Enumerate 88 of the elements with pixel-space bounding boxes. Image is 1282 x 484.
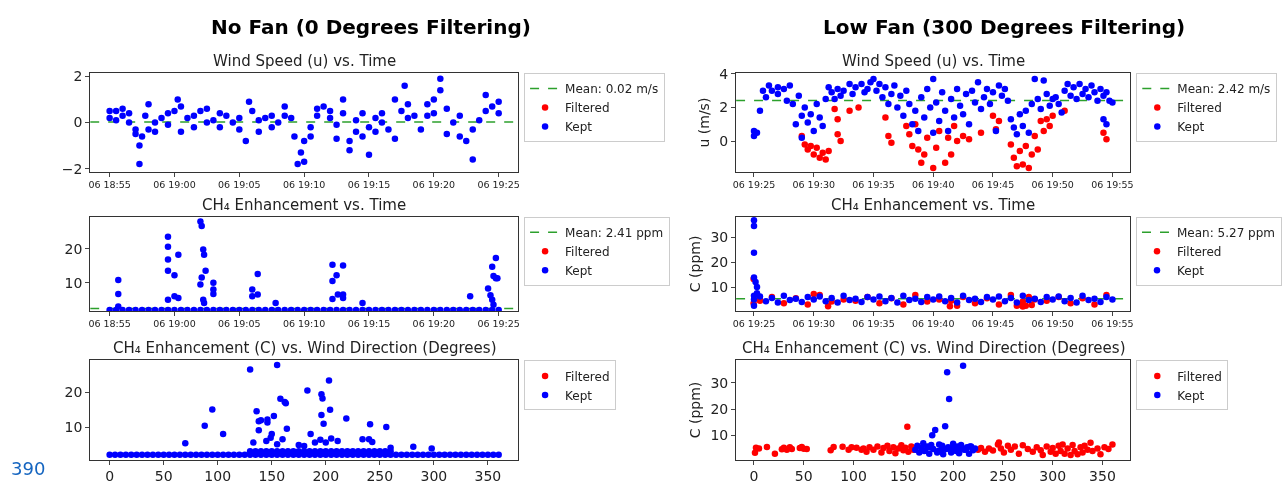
x-tick-label: 06 19:25 <box>477 179 520 191</box>
x-tick-label: 06 19:55 <box>1091 318 1134 330</box>
x-tick-label: 200 <box>939 468 967 484</box>
legend-label: Kept <box>565 263 593 278</box>
x-tick-label: 06 19:00 <box>153 318 196 330</box>
x-tick-label: 50 <box>794 468 813 484</box>
y-tick-label: 10 <box>64 418 83 435</box>
x-tick-label: 350 <box>474 468 502 484</box>
x-tick-label: 300 <box>420 468 448 484</box>
legend-label: Mean: 0.02 m/s <box>565 82 659 97</box>
legend-label: Mean: 2.41 ppm <box>565 225 664 240</box>
text: Low Fan (300 Degrees Filtering) <box>823 15 1186 39</box>
x-tick-label: 250 <box>989 468 1017 484</box>
x-tick-label: 06 19:25 <box>477 318 520 330</box>
y-tick-label: 20 <box>64 384 83 401</box>
x-tick-label: 0 <box>105 468 115 484</box>
legend-label: Mean: 2.42 m/s <box>1177 82 1271 97</box>
y-tick-label: 20 <box>710 254 729 270</box>
y-tick-label: −2 <box>61 160 83 177</box>
legend-label: Filtered <box>565 244 610 259</box>
x-tick-label: 0 <box>749 468 759 484</box>
x-tick-label: 06 19:30 <box>792 179 835 191</box>
chart-title: Wind Speed (u) vs. Time <box>842 52 1026 70</box>
y-tick-label: 30 <box>710 229 729 246</box>
legend-label: Filtered <box>1177 369 1222 384</box>
x-tick-label: 06 19:10 <box>282 318 326 330</box>
y-axis-title: C (ppm) <box>687 381 704 439</box>
x-tick-label: 06 19:50 <box>1031 318 1074 330</box>
y-tick-label: 10 <box>710 278 729 295</box>
y-tick-label: 30 <box>710 374 729 391</box>
chart-title: Wind Speed (u) vs. Time <box>213 52 397 70</box>
x-tick-label: 50 <box>154 468 173 484</box>
x-tick-label: 06 18:55 <box>88 179 131 191</box>
x-tick-label: 06 19:35 <box>852 318 895 330</box>
chart-title: CH₄ Enhancement (C) vs. Wind Direction (Degrees) <box>113 339 497 357</box>
y-tick-label: 4 <box>719 65 729 82</box>
x-tick-label: 06 19:45 <box>971 318 1015 330</box>
x-tick-label: 250 <box>366 468 394 484</box>
y-tick-label: 20 <box>710 400 729 417</box>
legend-label: Kept <box>565 388 593 403</box>
legend-label: Kept <box>1177 388 1205 403</box>
y-tick-label: 2 <box>719 99 729 116</box>
legend-label: Filtered <box>565 101 610 116</box>
legend-label: Filtered <box>1177 244 1222 259</box>
chart-title: CH₄ Enhancement (C) vs. Wind Direction (Degrees) <box>742 339 1126 357</box>
x-tick-label: 06 19:20 <box>412 318 456 330</box>
x-tick-label: 06 19:00 <box>153 179 196 191</box>
x-tick-label: 06 19:25 <box>732 318 776 330</box>
chart-title: CH₄ Enhancement vs. Time <box>202 196 407 214</box>
x-tick-label: 06 19:10 <box>282 179 326 191</box>
legend-label: Filtered <box>565 369 610 384</box>
chart-title: CH₄ Enhancement vs. Time <box>831 196 1036 214</box>
x-tick-label: 06 19:25 <box>732 179 776 191</box>
x-tick-label: 06 19:55 <box>1091 179 1134 191</box>
x-tick-label: 06 18:55 <box>88 318 131 330</box>
text: No Fan (0 Degrees Filtering) <box>211 15 531 39</box>
y-tick-label: 0 <box>73 114 83 131</box>
text: 390 <box>11 458 46 479</box>
x-tick-label: 350 <box>1089 468 1116 484</box>
legend-label: Kept <box>1177 120 1205 135</box>
x-tick-label: 150 <box>258 468 286 484</box>
x-tick-label: 06 19:30 <box>792 318 835 330</box>
x-tick-label: 300 <box>1039 468 1067 484</box>
x-tick-label: 06 19:45 <box>971 179 1015 191</box>
y-axis-title: u (m/s) <box>695 97 712 148</box>
x-tick-label: 06 19:15 <box>347 318 391 330</box>
x-tick-label: 06 19:20 <box>412 179 456 191</box>
y-tick-label: 10 <box>710 427 729 444</box>
legend-label: Filtered <box>1177 101 1222 116</box>
x-tick-label: 100 <box>204 468 232 484</box>
x-tick-label: 06 19:05 <box>218 318 261 330</box>
y-tick-label: 10 <box>64 274 83 291</box>
x-tick-label: 06 19:40 <box>911 179 955 191</box>
y-tick-label: 2 <box>73 68 83 85</box>
y-tick-label: 20 <box>64 240 83 257</box>
x-tick-label: 200 <box>312 468 340 484</box>
y-tick-label: 0 <box>719 132 729 149</box>
x-tick-label: 06 19:05 <box>218 179 261 191</box>
x-tick-label: 150 <box>889 468 917 484</box>
legend-label: Kept <box>1177 263 1205 278</box>
legend-label: Mean: 5.27 ppm <box>1177 225 1276 240</box>
x-tick-label: 100 <box>840 468 867 484</box>
x-tick-label: 06 19:50 <box>1031 179 1074 191</box>
x-tick-label: 06 19:40 <box>911 318 955 330</box>
x-tick-label: 06 19:35 <box>852 179 895 191</box>
legend-label: Kept <box>565 120 593 135</box>
x-tick-label: 06 19:15 <box>347 179 391 191</box>
y-axis-title: C (ppm) <box>687 235 704 293</box>
